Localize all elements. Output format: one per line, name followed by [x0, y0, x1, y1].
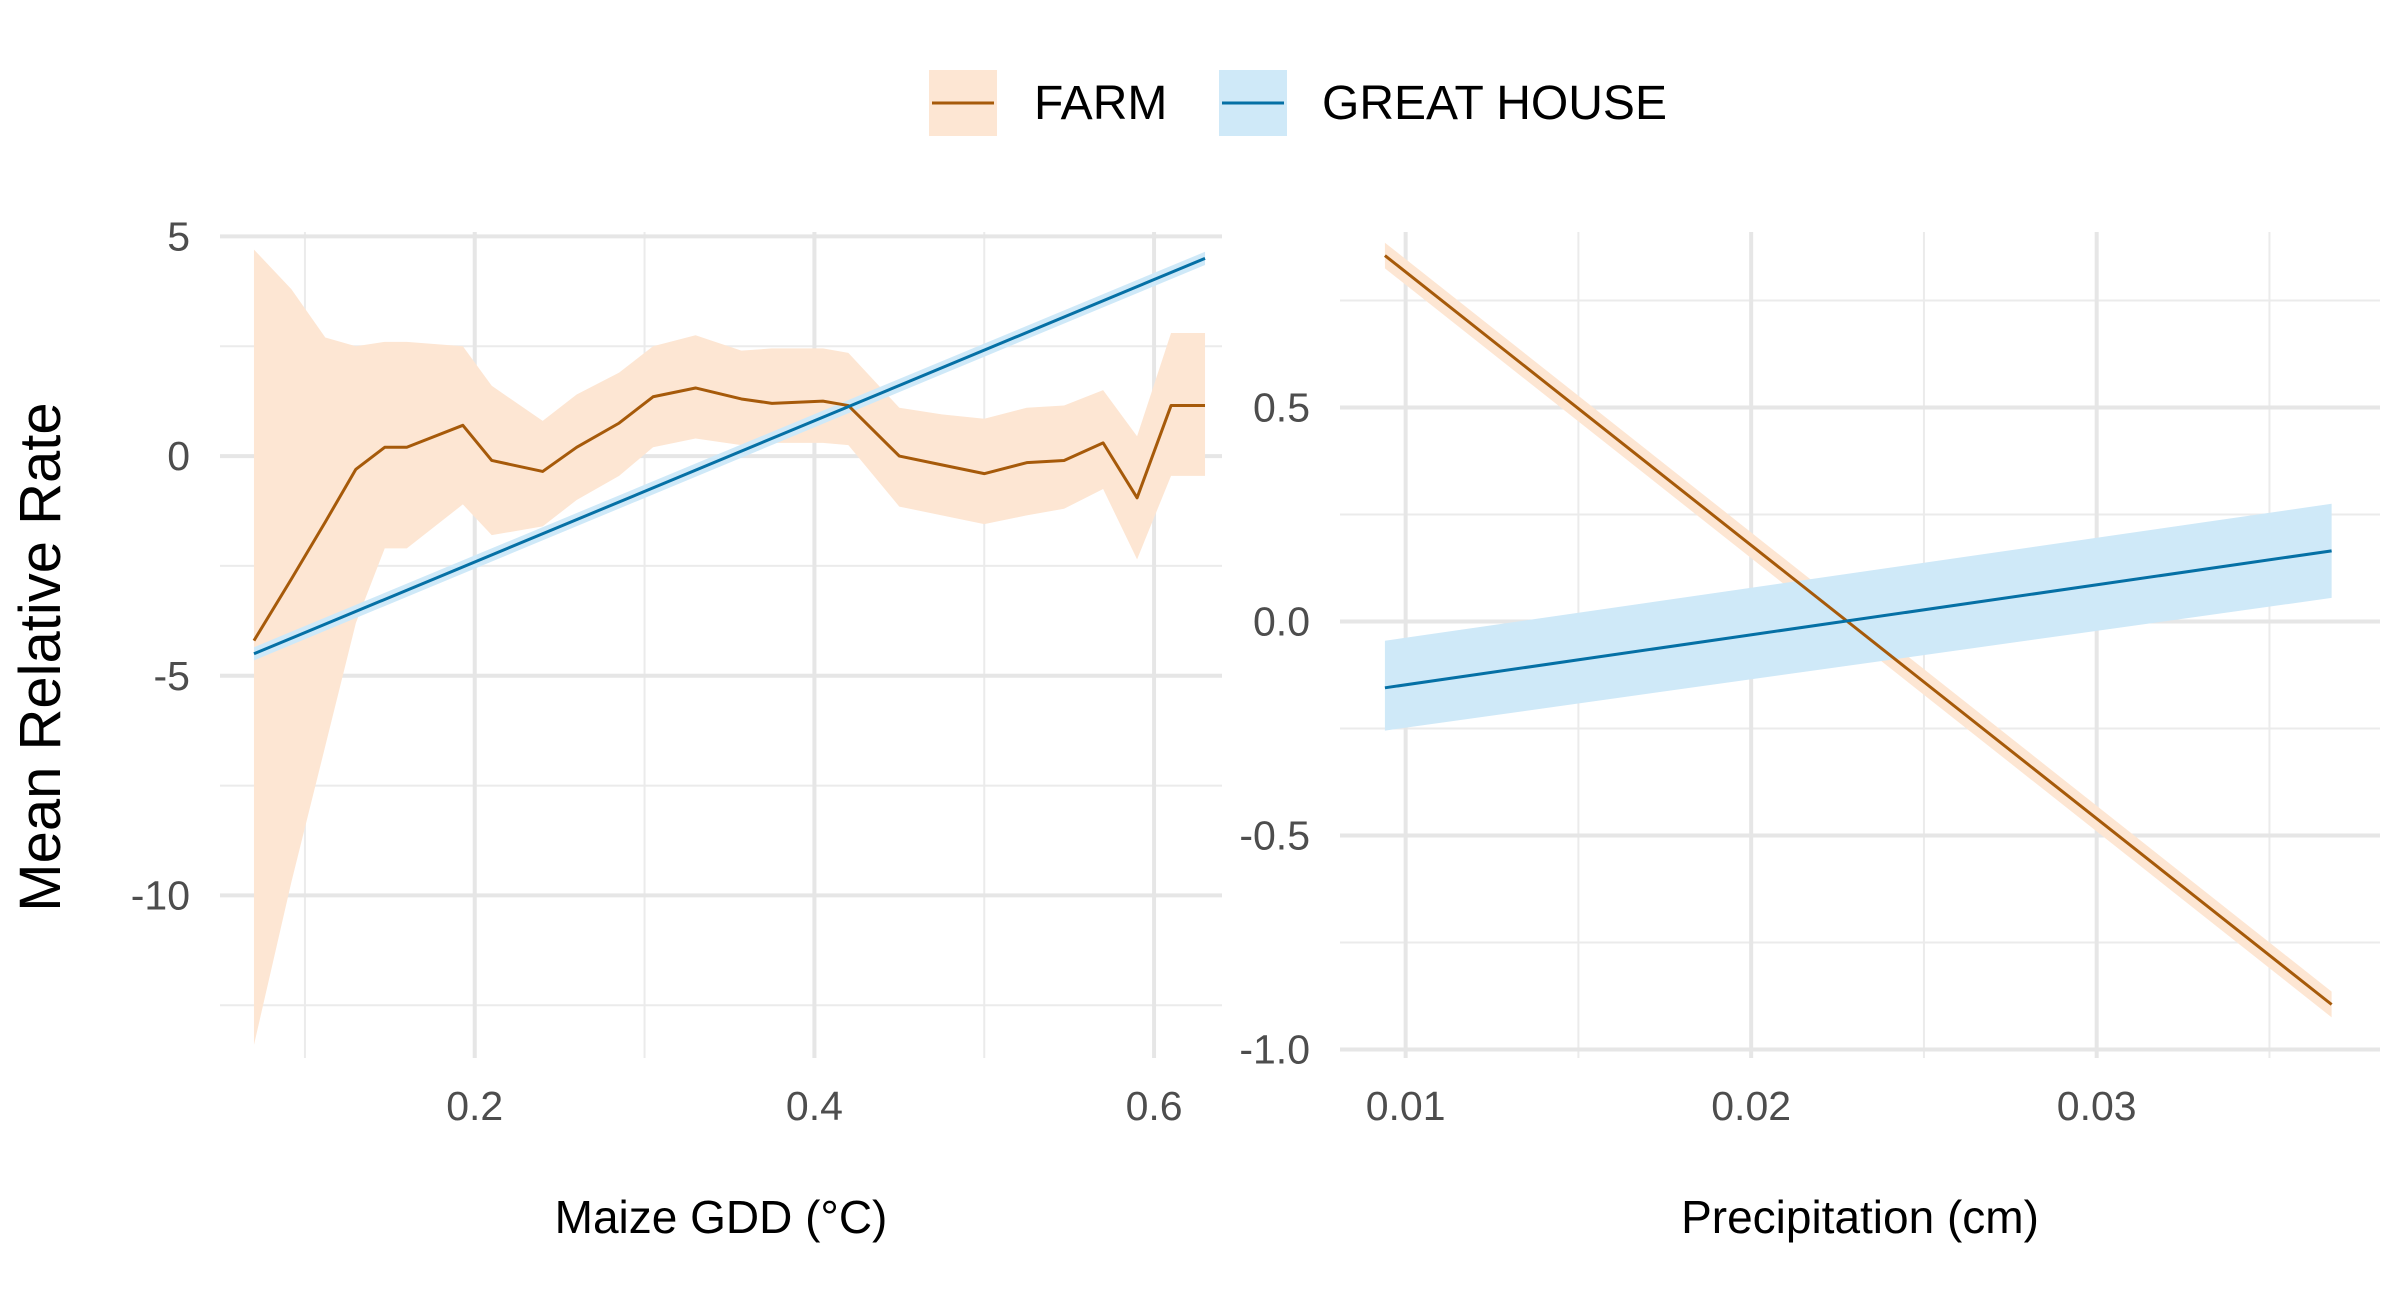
x-axis-title: Precipitation (cm): [1681, 1191, 2039, 1243]
y-tick-label: 5: [167, 213, 190, 259]
series-line-great-house: [253, 256, 1206, 656]
y-tick-label: -0.5: [1239, 812, 1310, 858]
legend-item-great-house: GREAT HOUSE: [1219, 70, 1667, 136]
right-panel: 0.01 0.02 0.03 0.5 0.0 -0.5 -1.0 Precipitation …: [1239, 232, 2380, 1243]
legend-item-farm: FARM: [929, 70, 1167, 136]
x-tick-label: 0.4: [786, 1083, 843, 1129]
series-line-farm: [1383, 254, 2333, 1006]
y-tick-label: 0: [167, 433, 190, 479]
left-panel: 0.2 0.4 0.6 5 0 -5 -10 Maize GDD (°C): [131, 213, 1222, 1243]
legend-label-great-house: GREAT HOUSE: [1322, 77, 1667, 130]
x-tick-label: 0.02: [1711, 1083, 1791, 1129]
y-tick-label: 0.5: [1253, 384, 1310, 430]
y-tick-label: -1.0: [1239, 1026, 1310, 1072]
x-tick-label: 0.03: [2057, 1083, 2137, 1129]
confidence-band-farm: [253, 249, 1206, 1045]
x-tick-label: 0.01: [1366, 1083, 1446, 1129]
confidence-band-great-house: [1384, 503, 2332, 731]
x-tick-label: 0.2: [446, 1083, 503, 1129]
legend-label-farm: FARM: [1034, 77, 1167, 130]
y-tick-label: -5: [154, 653, 190, 699]
legend: FARM GREAT HOUSE: [929, 70, 1667, 136]
y-tick-label: 0.0: [1253, 598, 1310, 644]
y-axis-title: Mean Relative Rate: [8, 402, 73, 911]
series-line-great-house: [1384, 549, 2332, 690]
y-tick-label: -10: [131, 872, 190, 918]
x-axis-title: Maize GDD (°C): [555, 1191, 888, 1243]
series-line-farm: [252, 386, 1206, 642]
x-tick-label: 0.6: [1126, 1083, 1183, 1129]
